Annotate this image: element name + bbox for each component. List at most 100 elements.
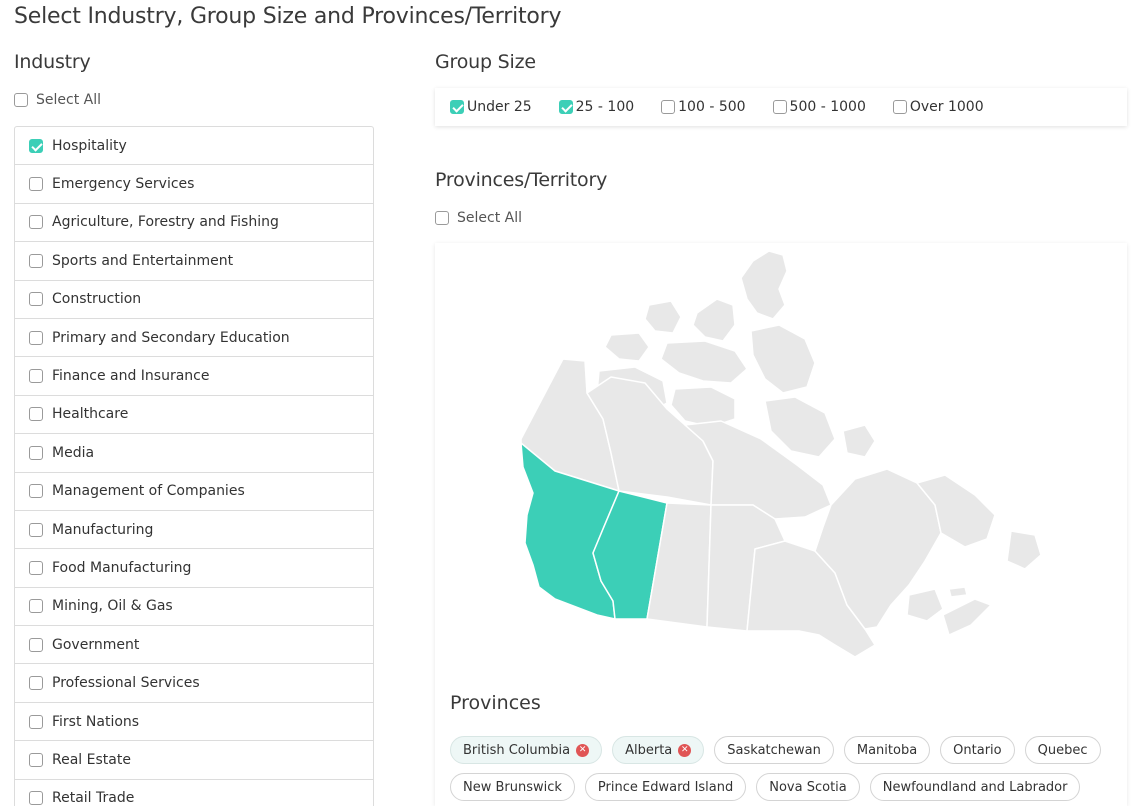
industry-item[interactable]: Construction — [15, 281, 373, 319]
group-size-checkbox[interactable] — [892, 100, 907, 114]
industry-label: Government — [52, 636, 140, 653]
province-chip[interactable]: Ontario — [940, 736, 1015, 764]
group-size-label: 100 - 500 — [678, 99, 746, 115]
group-size-label: 25 - 100 — [575, 99, 635, 115]
industry-label: Manufacturing — [52, 521, 154, 538]
industry-item[interactable]: Hospitality — [15, 127, 373, 166]
provinces-select-all[interactable]: Select All — [435, 210, 522, 226]
industry-label: Construction — [52, 291, 142, 308]
map-region-new-brunswick[interactable] — [906, 588, 944, 622]
industry-checkbox[interactable] — [29, 253, 43, 268]
industry-checkbox[interactable] — [29, 292, 43, 307]
canada-map — [520, 250, 1042, 658]
map-region-nova-scotia[interactable] — [942, 598, 992, 636]
industry-checkbox[interactable] — [29, 791, 43, 806]
industry-item[interactable]: Professional Services — [15, 664, 373, 703]
map-region-nunavut-islands[interactable] — [750, 324, 816, 394]
province-chip-label: Manitoba — [856, 742, 918, 758]
industry-item[interactable]: Primary and Secondary Education — [15, 319, 373, 358]
group-size-title: Group Size — [435, 51, 536, 73]
map-region-nunavut-islands[interactable] — [842, 424, 876, 458]
industry-item[interactable]: Media — [15, 434, 373, 473]
map-region-nunavut-islands[interactable] — [764, 396, 836, 458]
province-chip[interactable]: Newfoundland and Labrador — [869, 773, 1081, 801]
industry-checkbox[interactable] — [29, 369, 43, 384]
group-size-checkbox[interactable] — [772, 100, 787, 114]
industry-label: Hospitality — [52, 137, 127, 154]
province-chip-label: Quebec — [1037, 742, 1088, 758]
industry-item[interactable]: First Nations — [15, 703, 373, 742]
province-chip-label: British Columbia — [463, 742, 571, 758]
industry-list: Hospitality Emergency Services Agricultu… — [14, 126, 374, 806]
industry-checkbox[interactable] — [29, 484, 43, 499]
industry-item[interactable]: Real Estate — [15, 741, 373, 780]
industry-item[interactable]: Agriculture, Forestry and Fishing — [15, 204, 373, 243]
group-size-checkbox[interactable] — [450, 100, 464, 114]
map-region-nunavut-islands[interactable] — [604, 332, 650, 362]
industry-checkbox[interactable] — [29, 138, 43, 153]
group-size-label: Under 25 — [467, 99, 532, 115]
industry-label: Healthcare — [52, 406, 129, 423]
province-chip[interactable]: British Columbia ✕ — [450, 736, 603, 764]
map-region-nunavut-islands[interactable] — [660, 340, 748, 384]
province-chip[interactable]: Saskatchewan — [714, 736, 834, 764]
group-size-checkbox[interactable] — [661, 100, 676, 114]
industry-item[interactable]: Manufacturing — [15, 511, 373, 550]
map-region-nunavut-islands[interactable] — [644, 300, 682, 334]
industry-checkbox[interactable] — [29, 522, 43, 537]
group-size-option[interactable]: 25 - 100 — [558, 99, 635, 115]
industry-select-all-label: Select All — [36, 92, 101, 108]
industry-checkbox[interactable] — [29, 714, 43, 729]
industry-checkbox[interactable] — [29, 752, 43, 767]
industry-label: Sports and Entertainment — [52, 252, 234, 269]
map-region-quebec[interactable] — [814, 468, 942, 630]
group-size-checkbox[interactable] — [558, 100, 573, 114]
industry-item[interactable]: Food Manufacturing — [15, 549, 373, 588]
industry-checkbox[interactable] — [29, 637, 43, 652]
map-region-newfoundland-and-labrador[interactable] — [1006, 530, 1042, 570]
industry-item[interactable]: Finance and Insurance — [15, 357, 373, 396]
map-region-prince-edward-island[interactable] — [948, 586, 968, 598]
province-chip[interactable]: Nova Scotia — [756, 773, 860, 801]
close-circle-icon[interactable]: ✕ — [576, 743, 590, 757]
province-chip-label: New Brunswick — [463, 779, 562, 795]
province-chip[interactable]: New Brunswick — [450, 773, 575, 801]
industry-checkbox[interactable] — [29, 330, 43, 345]
industry-checkbox[interactable] — [29, 177, 43, 192]
industry-item[interactable]: Sports and Entertainment — [15, 242, 373, 281]
industry-select-all-checkbox[interactable] — [14, 93, 28, 107]
industry-checkbox[interactable] — [29, 599, 43, 614]
group-size-option[interactable]: 100 - 500 — [661, 99, 746, 115]
provinces-territory-title: Provinces/Territory — [435, 169, 608, 191]
industry-item[interactable]: Healthcare — [15, 396, 373, 435]
provinces-select-all-checkbox[interactable] — [435, 211, 449, 225]
industry-checkbox[interactable] — [29, 676, 43, 691]
industry-item[interactable]: Mining, Oil & Gas — [15, 588, 373, 627]
close-circle-icon[interactable]: ✕ — [678, 743, 692, 757]
province-chip[interactable]: Quebec — [1024, 736, 1101, 764]
industry-item[interactable]: Emergency Services — [15, 165, 373, 204]
industry-select-all[interactable]: Select All — [14, 92, 101, 108]
industry-label: First Nations — [52, 713, 140, 730]
industry-checkbox[interactable] — [29, 215, 43, 230]
industry-checkbox[interactable] — [29, 445, 43, 460]
group-size-option[interactable]: 500 - 1000 — [772, 99, 866, 115]
map-region-nunavut-islands[interactable] — [692, 298, 736, 342]
industry-label: Real Estate — [52, 751, 131, 768]
industry-item[interactable]: Retail Trade — [15, 780, 373, 806]
group-size-option[interactable]: Over 1000 — [892, 99, 984, 115]
province-chip[interactable]: Manitoba — [843, 736, 931, 764]
group-size-options: Under 25 25 - 100 100 - 500 500 - 1000 O… — [435, 88, 1127, 126]
province-chip[interactable]: Prince Edward Island — [584, 773, 747, 801]
map-region-nunavut-islands[interactable] — [740, 250, 788, 320]
province-chip[interactable]: Alberta ✕ — [612, 736, 705, 764]
map-region-nunavut[interactable] — [684, 420, 832, 520]
industry-item[interactable]: Government — [15, 626, 373, 665]
industry-label: Food Manufacturing — [52, 559, 192, 576]
industry-item[interactable]: Management of Companies — [15, 473, 373, 511]
group-size-option[interactable]: Under 25 — [450, 99, 532, 115]
group-size-label: 500 - 1000 — [789, 99, 866, 115]
industry-checkbox[interactable] — [29, 407, 43, 422]
industry-checkbox[interactable] — [29, 560, 43, 575]
map-region-newfoundland-and-labrador[interactable] — [916, 474, 996, 548]
